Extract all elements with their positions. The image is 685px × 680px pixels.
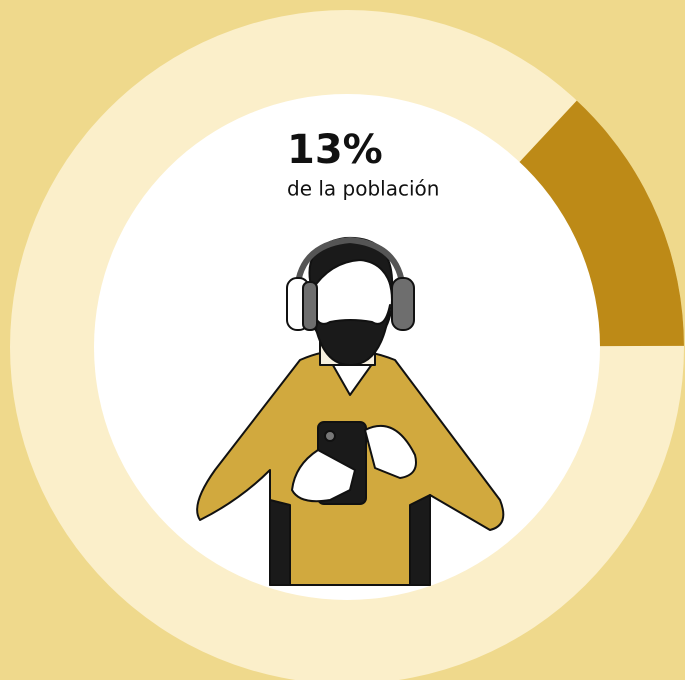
value-label: 13% bbox=[287, 127, 383, 173]
annotation: de la población bbox=[287, 177, 439, 201]
illustration bbox=[196, 236, 505, 586]
